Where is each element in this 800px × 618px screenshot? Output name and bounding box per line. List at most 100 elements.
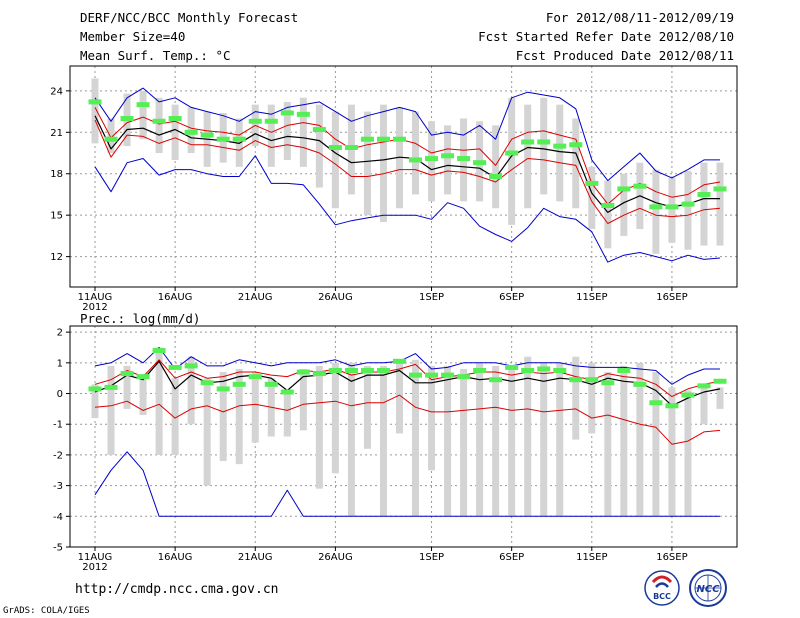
- temp-member-bar: [652, 169, 660, 254]
- prec-member-bar: [203, 378, 211, 486]
- prec-y-tick-label: -5: [53, 543, 63, 554]
- temp-member-bar: [700, 162, 708, 246]
- prec-y-tick-label: -2: [53, 450, 63, 461]
- prec-x-tick-label: 1SEP: [419, 552, 444, 563]
- prec-member-bar: [428, 365, 436, 471]
- temp-member-bar: [412, 111, 420, 195]
- temp-y-tick-label: 24: [50, 86, 63, 97]
- bcc-logo-text: BCC: [653, 592, 671, 601]
- temp-marker: [296, 111, 310, 117]
- temp-marker: [136, 102, 150, 108]
- prec-member-bar: [508, 368, 516, 517]
- temp-member-bar: [299, 97, 307, 167]
- prec-member-bar: [107, 365, 115, 455]
- prec-y-tick-label: -4: [53, 512, 63, 523]
- temp-plot-frame: [69, 65, 738, 288]
- prec-marker: [88, 386, 102, 392]
- prec-member-bar: [684, 390, 692, 517]
- prec-marker: [376, 368, 390, 374]
- prec-marker: [681, 392, 695, 398]
- prec-marker: [489, 377, 503, 383]
- forecast-title: DERF/NCC/BCC Monthly Forecast: [80, 10, 299, 25]
- prec-marker: [168, 364, 182, 370]
- temp-member-bar: [572, 118, 580, 209]
- temp-marker: [88, 99, 102, 105]
- prec-marker: [184, 363, 198, 369]
- prec-marker: [120, 371, 134, 377]
- prec-marker: [216, 386, 230, 392]
- prec-member-bar: [187, 356, 195, 425]
- temp-marker: [473, 160, 487, 166]
- temp-y-tick-label: 15: [50, 211, 63, 222]
- prec-member-bar: [412, 359, 420, 517]
- prec-marker: [296, 369, 310, 375]
- source-url[interactable]: http://cmdp.ncc.cma.gov.cn: [75, 582, 279, 597]
- temp-marker: [713, 186, 727, 192]
- temp-x-tick-label: 1SEP: [419, 292, 444, 303]
- prec-member-bar: [444, 365, 452, 517]
- temp-member-bar: [267, 104, 275, 167]
- prec-marker: [505, 364, 519, 370]
- temp-member-bar: [508, 97, 516, 225]
- temp-year-label: 2012: [82, 302, 107, 313]
- prec-member-bar: [492, 365, 500, 517]
- temp-marker: [328, 144, 342, 150]
- member-size: Member Size=40: [80, 29, 186, 44]
- temp-marker: [489, 174, 503, 179]
- temp-x-tick-label: 11SEP: [576, 292, 607, 303]
- prec-member-bar: [363, 365, 371, 449]
- precip-title: Prec.: log(mm/d): [80, 311, 201, 326]
- temp-member-bar: [331, 111, 339, 209]
- temp-marker: [537, 139, 551, 145]
- temp-x-tick-label: 16SEP: [656, 292, 687, 303]
- temp-marker: [104, 136, 118, 142]
- temp-member-bar: [524, 104, 532, 209]
- prec-member-bar: [235, 368, 243, 465]
- prec-member-bar: [379, 365, 387, 517]
- prec-marker: [425, 372, 439, 378]
- temp-member-bar: [91, 78, 99, 144]
- prec-plot-frame: [69, 325, 738, 548]
- prec-member-bar: [155, 347, 163, 455]
- temp-upper-line: [94, 107, 721, 205]
- temp-member-bar: [428, 121, 436, 202]
- prec-member-bar: [331, 362, 339, 474]
- prec-marker: [713, 378, 727, 384]
- temp-marker: [360, 136, 374, 142]
- prec-mean-line: [94, 360, 721, 407]
- prec-marker: [649, 400, 663, 406]
- temp-member-bar: [492, 125, 500, 209]
- prec-member-bar: [315, 365, 323, 489]
- prec-x-tick-label: 11SEP: [576, 552, 607, 563]
- prec-member-bar: [540, 362, 548, 517]
- temp-x-tick-label: 11AUG: [78, 292, 113, 303]
- temp-marker: [569, 142, 583, 148]
- temp-max-line: [94, 87, 720, 182]
- ncc-logo-text: NCC: [696, 584, 720, 595]
- temp-marker: [152, 118, 166, 124]
- temp-marker: [425, 156, 439, 162]
- temp-x-tick-label: 16AUG: [158, 292, 193, 303]
- prec-member-bar: [219, 372, 227, 462]
- prec-member-bar: [700, 384, 708, 425]
- temp-member-bar: [363, 111, 371, 216]
- prec-y-tick-label: -3: [53, 481, 63, 492]
- temp-marker: [200, 132, 214, 138]
- temp-marker: [457, 156, 471, 162]
- prec-marker: [136, 374, 150, 380]
- prec-marker: [232, 381, 246, 387]
- prec-member-bar: [572, 356, 580, 440]
- temp-marker: [665, 204, 679, 210]
- prec-member-bar: [347, 362, 355, 517]
- temp-marker: [376, 136, 390, 142]
- temp-x-tick-label: 21AUG: [238, 292, 273, 303]
- prec-x-tick-label: 21AUG: [238, 552, 273, 563]
- temp-marker: [633, 183, 647, 189]
- prec-member-bar: [556, 362, 564, 517]
- prec-x-tick-label: 11AUG: [78, 552, 113, 563]
- prec-member-bar: [139, 378, 147, 416]
- temp-marker: [312, 127, 326, 133]
- temp-marker: [264, 118, 278, 124]
- prec-member-bar: [620, 365, 628, 517]
